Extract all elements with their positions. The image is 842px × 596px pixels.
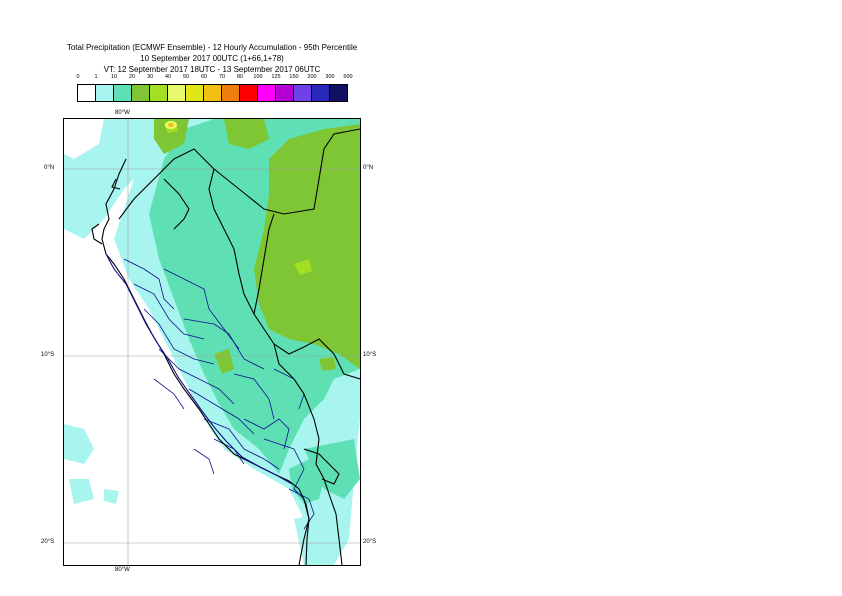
map-title-line-1: Total Precipitation (ECMWF Ensemble) - 1…: [66, 43, 358, 52]
legend-swatch: [132, 85, 150, 101]
legend-tick-label: 20: [128, 74, 136, 80]
legend-tick-label: 70: [218, 74, 226, 80]
legend-tick-label: 125: [271, 74, 281, 80]
map-canvas: [64, 119, 360, 565]
map-title-line-3: VT: 12 September 2017 18UTC - 13 Septemb…: [103, 65, 321, 74]
lat-label-right-10s: 10°S: [363, 352, 377, 358]
legend-swatch: [294, 85, 312, 101]
lat-label-right-0: 0°N: [363, 165, 374, 171]
coastal-admin-line: [105, 253, 293, 485]
map-title-line-2: 10 September 2017 00UTC (1+66,1+78): [140, 54, 284, 63]
precipitation-legend: [77, 84, 348, 102]
legend-tick-labels: 0 1 10 20 30 40 50 60 70 80 100 125 150 200 300 500: [0, 74, 842, 84]
legend-swatch: [330, 85, 347, 101]
legend-tick-label: 100: [253, 74, 263, 80]
precip-field: [64, 119, 360, 565]
legend-swatch: [186, 85, 204, 101]
legend-swatch: [204, 85, 222, 101]
legend-tick-label: 80: [236, 74, 244, 80]
legend-swatch: [96, 85, 114, 101]
legend-swatch: [168, 85, 186, 101]
legend-swatch: [240, 85, 258, 101]
legend-tick-label: 10: [110, 74, 118, 80]
lat-label-left-20s: 20°S: [41, 539, 55, 545]
lon-label-bottom: 80°W: [115, 567, 130, 573]
country-borders: [118, 128, 360, 565]
legend-tick-label: 30: [146, 74, 154, 80]
admin-borders: [123, 258, 315, 530]
lat-label-left-10s: 10°S: [41, 352, 55, 358]
lon-label-top: 80°W: [115, 110, 130, 116]
legend-tick-label: 1: [94, 74, 98, 80]
legend-swatch: [114, 85, 132, 101]
legend-swatch: [222, 85, 240, 101]
graticule: [64, 119, 360, 565]
legend-swatch: [78, 85, 96, 101]
legend-tick-label: 300: [325, 74, 335, 80]
legend-tick-label: 50: [182, 74, 190, 80]
legend-swatch: [150, 85, 168, 101]
legend-swatch: [258, 85, 276, 101]
legend-tick-label: 500: [343, 74, 353, 80]
lat-label-left-0: 0°N: [44, 165, 55, 171]
legend-tick-label: 200: [307, 74, 317, 80]
legend-tick-label: 40: [164, 74, 172, 80]
precipitation-map: [63, 118, 361, 566]
legend-swatch: [312, 85, 330, 101]
legend-swatch: [276, 85, 294, 101]
coastline: [91, 158, 310, 565]
legend-tick-label: 150: [289, 74, 299, 80]
legend-tick-label: 60: [200, 74, 208, 80]
lat-label-right-20s: 20°S: [363, 539, 377, 545]
legend-tick-label: 0: [76, 74, 80, 80]
